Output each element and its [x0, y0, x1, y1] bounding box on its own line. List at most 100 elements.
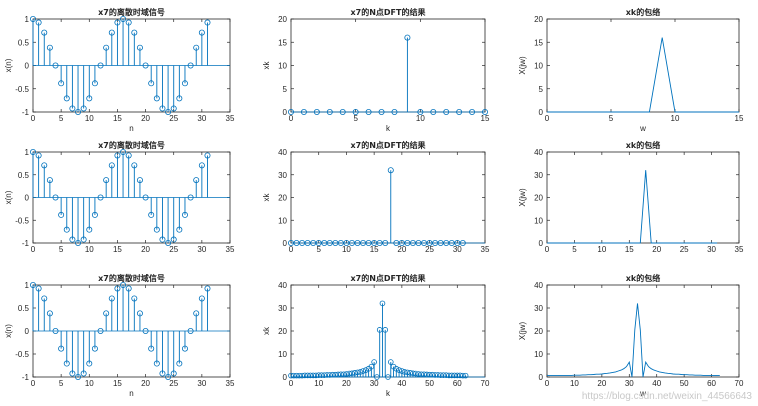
- stem-marker: [86, 226, 93, 233]
- y-tick-label: 0.5: [18, 38, 30, 47]
- x-axis-label: k: [386, 124, 391, 133]
- x-axis-label: w: [639, 124, 646, 133]
- stem-marker: [159, 105, 166, 112]
- y-tick-label: 0: [539, 108, 544, 117]
- envelope-line: [547, 170, 718, 244]
- stem-marker: [41, 295, 48, 302]
- x-tick-label: 30: [197, 114, 206, 123]
- y-tick-label: 1: [25, 15, 30, 24]
- stem-marker: [75, 109, 82, 116]
- x-tick-label: 5: [609, 114, 614, 123]
- stem-marker: [46, 177, 53, 184]
- x-tick-label: 10: [85, 379, 94, 388]
- y-tick-label: 10: [534, 62, 543, 71]
- stem-marker: [153, 226, 160, 233]
- x-tick-label: 70: [735, 379, 744, 388]
- x-tick-label: 20: [141, 379, 150, 388]
- stem-marker: [170, 236, 177, 243]
- y-tick-label: -0.5: [15, 85, 29, 94]
- x-tick-label: 30: [370, 379, 379, 388]
- stem-marker: [29, 148, 36, 155]
- y-tick-label: 0.5: [18, 171, 30, 180]
- y-tick-label: 0: [283, 239, 288, 248]
- x-tick-label: 25: [680, 245, 689, 254]
- subplot-r3c3: 0 10 20 30 40 50 60 70 0 10 20 30 40 xk的包络 w X(jw): [518, 273, 744, 398]
- x-tick-label: 35: [226, 379, 235, 388]
- stem-marker: [204, 19, 211, 26]
- stem-marker: [181, 345, 188, 352]
- y-tick-label: -0.5: [15, 216, 29, 225]
- subplot-title: x7的离散时域信号: [98, 273, 165, 283]
- y-tick-label: -1: [22, 373, 30, 382]
- stem-marker: [387, 359, 394, 365]
- stem-marker: [396, 367, 402, 373]
- stem-marker: [457, 372, 463, 379]
- stem-marker: [103, 310, 110, 317]
- stem-marker: [91, 80, 98, 87]
- y-tick-label: -0.5: [15, 350, 29, 359]
- plot-area: [290, 151, 486, 244]
- envelope-line: [547, 303, 720, 378]
- x-tick-label: 30: [453, 245, 462, 254]
- subplot-title: x7的离散时域信号: [98, 140, 165, 150]
- envelope-line: [547, 37, 739, 113]
- x-tick-label: 50: [680, 379, 689, 388]
- x-tick-label: 25: [169, 245, 178, 254]
- x-tick-label: 10: [416, 114, 425, 123]
- y-tick-label: 40: [278, 148, 287, 157]
- stem-marker: [80, 236, 87, 243]
- x-tick-label: 10: [570, 379, 579, 388]
- stem-marker: [404, 34, 411, 41]
- stem-marker: [46, 310, 53, 317]
- x-tick-label: 5: [316, 245, 321, 254]
- stem-marker: [193, 177, 200, 184]
- stem-marker: [415, 371, 422, 377]
- x-tick-label: 25: [169, 114, 178, 123]
- stem-marker: [387, 167, 394, 174]
- x-tick-label: 35: [735, 245, 744, 254]
- x-tick-label: 10: [342, 245, 351, 254]
- stem-marker: [86, 95, 93, 102]
- y-tick-label: 0: [283, 108, 288, 117]
- subplot-title: xk的包络: [626, 140, 660, 150]
- stem-marker: [443, 372, 450, 378]
- y-tick-label: 40: [534, 148, 543, 157]
- stem-marker: [114, 19, 121, 26]
- y-tick-label: 0: [25, 62, 30, 71]
- stem-marker: [193, 310, 200, 317]
- x-tick-label: 20: [597, 379, 606, 388]
- stem-marker: [393, 365, 400, 372]
- y-tick-label: 30: [278, 171, 287, 180]
- stem-marker: [35, 19, 42, 26]
- x-tick-label: 50: [425, 379, 434, 388]
- stem-marker: [108, 162, 115, 169]
- stem-marker: [114, 152, 121, 159]
- y-tick-label: 30: [278, 304, 287, 313]
- x-tick-label: 30: [707, 245, 716, 254]
- x-tick-label: 20: [342, 379, 351, 388]
- stem-marker: [165, 373, 172, 380]
- stem-marker: [371, 359, 377, 365]
- stem-marker: [170, 105, 177, 112]
- y-tick-label: 0.5: [18, 304, 30, 313]
- plot-area: [290, 284, 486, 378]
- y-tick-label: 10: [278, 350, 287, 359]
- x-axis-label: k: [386, 389, 391, 398]
- x-tick-label: 30: [625, 379, 634, 388]
- stem-marker: [125, 152, 132, 159]
- stem-marker: [198, 295, 205, 302]
- y-tick-label: 0: [539, 239, 544, 248]
- y-tick-label: 20: [534, 194, 543, 203]
- x-tick-label: 0: [289, 379, 294, 388]
- x-tick-label: 20: [141, 245, 150, 254]
- stem-marker: [29, 281, 36, 288]
- stem-marker: [58, 211, 65, 218]
- stem-marker: [41, 29, 48, 36]
- y-tick-label: 15: [278, 38, 287, 47]
- subplot-title: xk的包络: [626, 273, 660, 283]
- subplot-r3c2: 0 10 20 30 40 50 60 70 0 10 20 30 40 x7的N点DFT的结果 k xk: [262, 273, 490, 398]
- stem-marker: [58, 80, 65, 87]
- y-tick-label: 40: [534, 281, 543, 290]
- y-tick-label: 30: [534, 171, 543, 180]
- stem-marker: [75, 239, 82, 246]
